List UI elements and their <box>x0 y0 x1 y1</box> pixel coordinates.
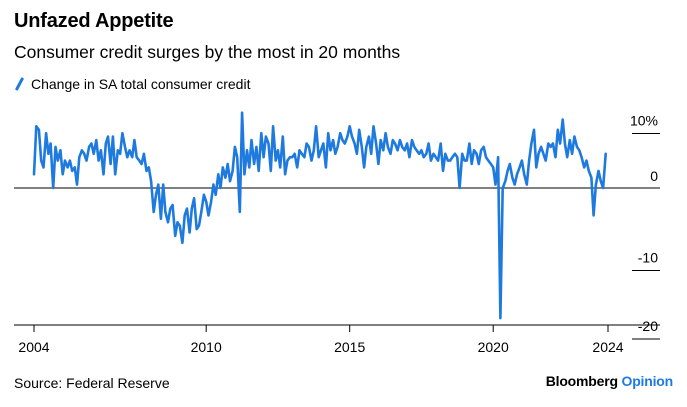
legend: Change in SA total consumer credit <box>14 76 250 92</box>
x-axis: 2004 2010 2015 2020 2024 <box>14 324 660 355</box>
source-note: Source: Federal Reserve <box>14 375 170 391</box>
y-tick-label: 10% <box>630 113 658 129</box>
x-tick-label: 2015 <box>334 339 365 355</box>
x-tick-label: 2004 <box>18 339 49 355</box>
x-tick-label: 2024 <box>592 339 623 355</box>
chart-title: Unfazed Appetite <box>14 10 174 32</box>
brand-part-2: Opinion <box>621 373 674 389</box>
brand-part-1: Bloomberg <box>545 373 618 389</box>
y-axis: 10% 0 -10 -20 <box>630 113 658 335</box>
y-tick-label: -10 <box>638 250 658 266</box>
x-tick-label: 2010 <box>191 339 222 355</box>
series-line <box>32 111 608 320</box>
series-layer <box>32 111 608 320</box>
y-tick-label: -20 <box>638 318 658 334</box>
chart-subtitle: Consumer credit surges by the most in 20… <box>14 42 401 62</box>
brand-logo: Bloomberg Opinion <box>546 373 673 389</box>
legend-label: Change in SA total consumer credit <box>31 76 251 92</box>
gridlines <box>14 133 660 340</box>
x-tick-label: 2020 <box>478 339 509 355</box>
y-tick-label: 0 <box>650 168 658 184</box>
